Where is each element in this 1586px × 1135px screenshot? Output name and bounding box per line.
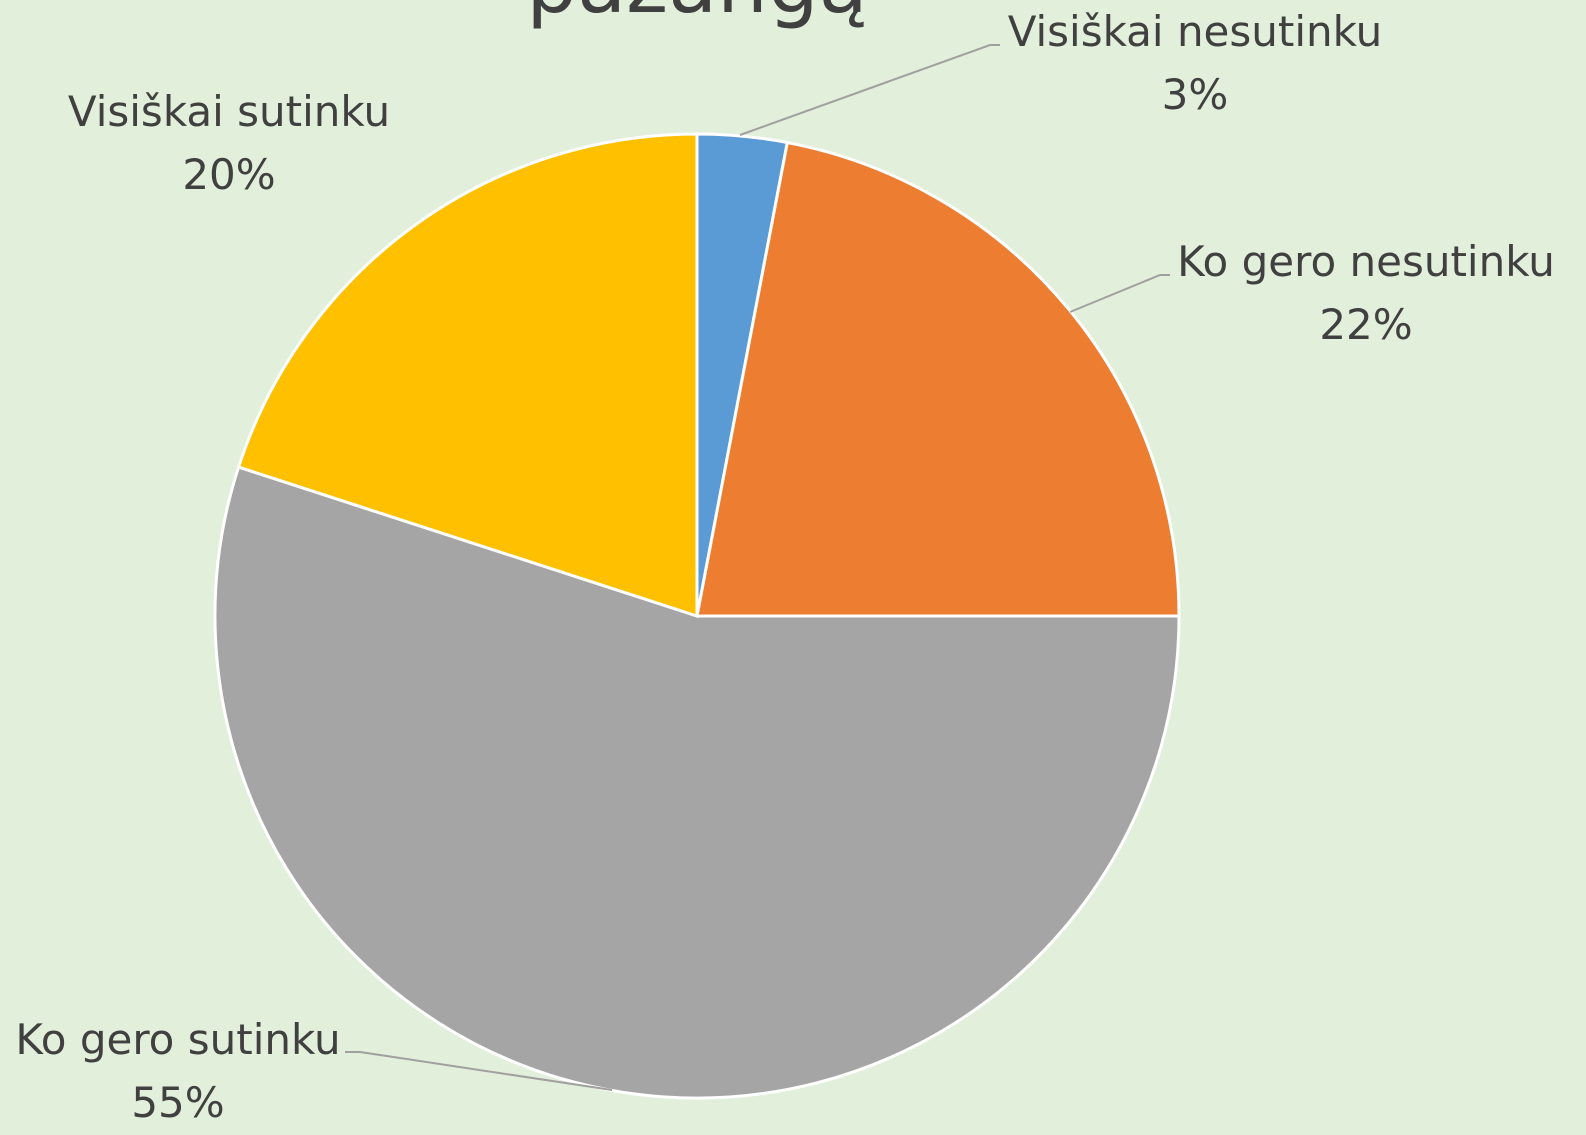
- slice-label: Ko gero nesutinku: [1177, 237, 1555, 286]
- slice-value-label: 22%: [1319, 300, 1412, 349]
- slice-label: Visiškai nesutinku: [1008, 7, 1383, 56]
- slice-label: Visiškai sutinku: [68, 87, 390, 136]
- pie-slice: [213, 465, 1181, 1100]
- slice-label: Ko gero sutinku: [15, 1015, 340, 1064]
- slice-value-label: 3%: [1162, 70, 1229, 119]
- pie-slice: [236, 132, 699, 619]
- slice-value-label: 20%: [182, 150, 275, 199]
- leader-line: [1069, 274, 1170, 313]
- chart-title: pažangą: [526, 0, 867, 31]
- leader-line: [739, 44, 1000, 136]
- leader-line: [345, 1051, 613, 1091]
- pie-slice: [695, 140, 1181, 618]
- slice-value-label: 55%: [131, 1078, 224, 1127]
